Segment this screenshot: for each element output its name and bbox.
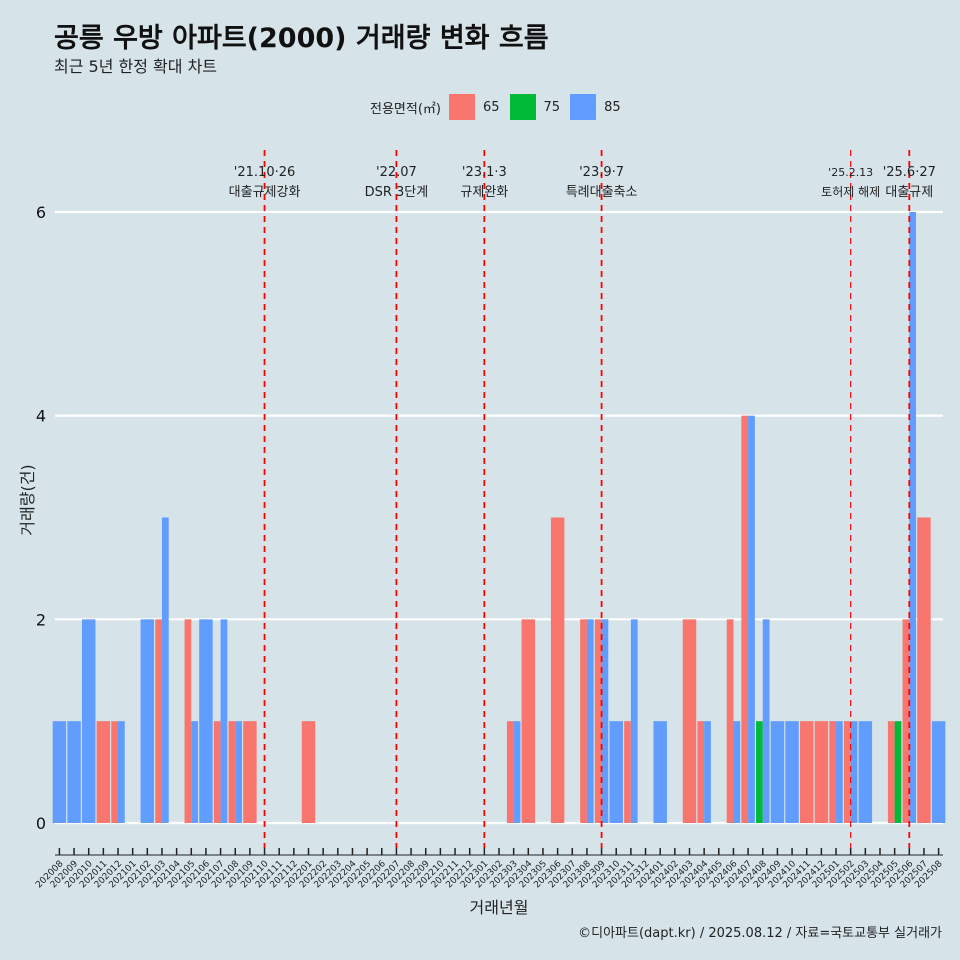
- bar-202306-65: [550, 517, 565, 823]
- bar-202409-85: [770, 721, 785, 823]
- annotation-date-5: '25.6·27: [883, 165, 936, 180]
- legend-label-75: 75: [543, 99, 561, 115]
- legend-label-65: 65: [482, 99, 500, 115]
- legend-title: 전용면적(㎡): [370, 101, 441, 117]
- bar-202501-85: [836, 721, 843, 823]
- bar-202311-85: [630, 619, 638, 823]
- bar-202102-85: [140, 619, 155, 823]
- bar-202506-65: [902, 619, 910, 823]
- bar-202106-85: [199, 619, 213, 823]
- bar-202103-85: [161, 517, 169, 823]
- bar-202109-65: [243, 721, 257, 823]
- bar-202404-85: [704, 721, 711, 823]
- bar-202408-75: [756, 721, 763, 823]
- bar-202403-65: [682, 619, 697, 823]
- bar-202303-85: [513, 721, 521, 823]
- bar-202107-65: [213, 721, 221, 823]
- legend-swatch-85: [570, 94, 597, 120]
- legend-item-85: 85: [570, 94, 621, 120]
- annotation-date-2: '23.1·3: [462, 165, 507, 180]
- bar-202501-65: [829, 721, 837, 823]
- bar-202411-65: [799, 721, 814, 823]
- annotation-date-0: '21.10·26: [234, 165, 295, 180]
- annotation-text-1: DSR 3단계: [365, 185, 429, 200]
- bar-202304-65: [521, 619, 536, 823]
- bar-202010-85: [81, 619, 96, 823]
- bar-202404-65: [697, 721, 705, 823]
- bar-202406-65: [726, 619, 734, 823]
- bar-202505-75: [894, 721, 902, 823]
- bar-202507-65: [917, 517, 931, 823]
- bar-202308-85: [586, 619, 594, 823]
- x-axis-title: 거래년월: [470, 898, 529, 917]
- y-tick-label-6: 6: [36, 203, 46, 222]
- y-axis-title: 거래량(건): [18, 464, 37, 535]
- bar-202310-85: [609, 721, 623, 823]
- bar-202503-85: [858, 721, 873, 823]
- bar-202502-85: [850, 721, 858, 823]
- bar-202308-65: [580, 619, 587, 823]
- bar-202309-65: [594, 619, 602, 823]
- annotation-date-4: '25.2.13: [828, 166, 873, 179]
- bar-202012-85: [118, 721, 125, 823]
- bar-202107-85: [220, 619, 228, 823]
- bar-202408-85: [762, 619, 770, 823]
- bar-202303-65: [506, 721, 514, 823]
- bar-202505-65: [887, 721, 895, 823]
- bar-202011-65: [96, 721, 111, 823]
- chart-subtitle: 최근 5년 한정 확대 차트: [54, 57, 218, 76]
- legend: 전용면적(㎡) 65 75 85: [370, 93, 631, 121]
- bar-202508-85: [931, 721, 946, 823]
- y-tick-label-2: 2: [36, 610, 46, 629]
- legend-label-85: 85: [604, 99, 621, 115]
- bar-202311-65: [624, 721, 631, 823]
- annotation-date-1: '22.07: [376, 165, 417, 180]
- bar-202008-85: [52, 721, 67, 823]
- bar-202410-85: [785, 721, 799, 823]
- annotation-text-0: 대출규제강화: [229, 185, 301, 200]
- bar-202401-85: [653, 721, 667, 823]
- annotation-text-3: 특례대출축소: [566, 185, 638, 200]
- bar-202108-65: [228, 721, 236, 823]
- bar-202201-65: [301, 721, 316, 823]
- bar-202506-85: [909, 212, 917, 823]
- legend-swatch-75: [509, 94, 536, 120]
- chart-caption: ©디아파트(dapt.kr) / 2025.08.12 / 자료=국토교통부 실…: [578, 926, 942, 941]
- bar-202012-65: [111, 721, 119, 823]
- y-tick-label-4: 4: [36, 407, 46, 426]
- legend-item-75: 75: [509, 94, 561, 120]
- annotation-text-5: 대출규제: [885, 185, 933, 200]
- bar-202309-85: [601, 619, 609, 823]
- bar-202412-65: [814, 721, 829, 823]
- bar-202105-65: [184, 619, 192, 823]
- bar-202108-85: [235, 721, 242, 823]
- y-tick-label-0: 0: [36, 814, 46, 833]
- bar-202407-65: [741, 415, 749, 823]
- bar-202103-65: [155, 619, 162, 823]
- annotation-text-4: 토허제 해제: [821, 185, 880, 199]
- bar-202105-85: [191, 721, 199, 823]
- legend-swatch-65: [448, 94, 475, 120]
- bar-202009-85: [67, 721, 81, 823]
- bar-202407-85: [748, 415, 755, 823]
- annotation-date-3: '23.9·7: [579, 165, 624, 180]
- legend-item-65: 65: [448, 94, 500, 120]
- annotation-text-2: 규제완화: [460, 185, 508, 200]
- bar-202502-65: [843, 721, 851, 823]
- chart-title: 공릉 우방 아파트(2000) 거래량 변화 흐름: [54, 23, 549, 54]
- bar-202406-85: [733, 721, 741, 823]
